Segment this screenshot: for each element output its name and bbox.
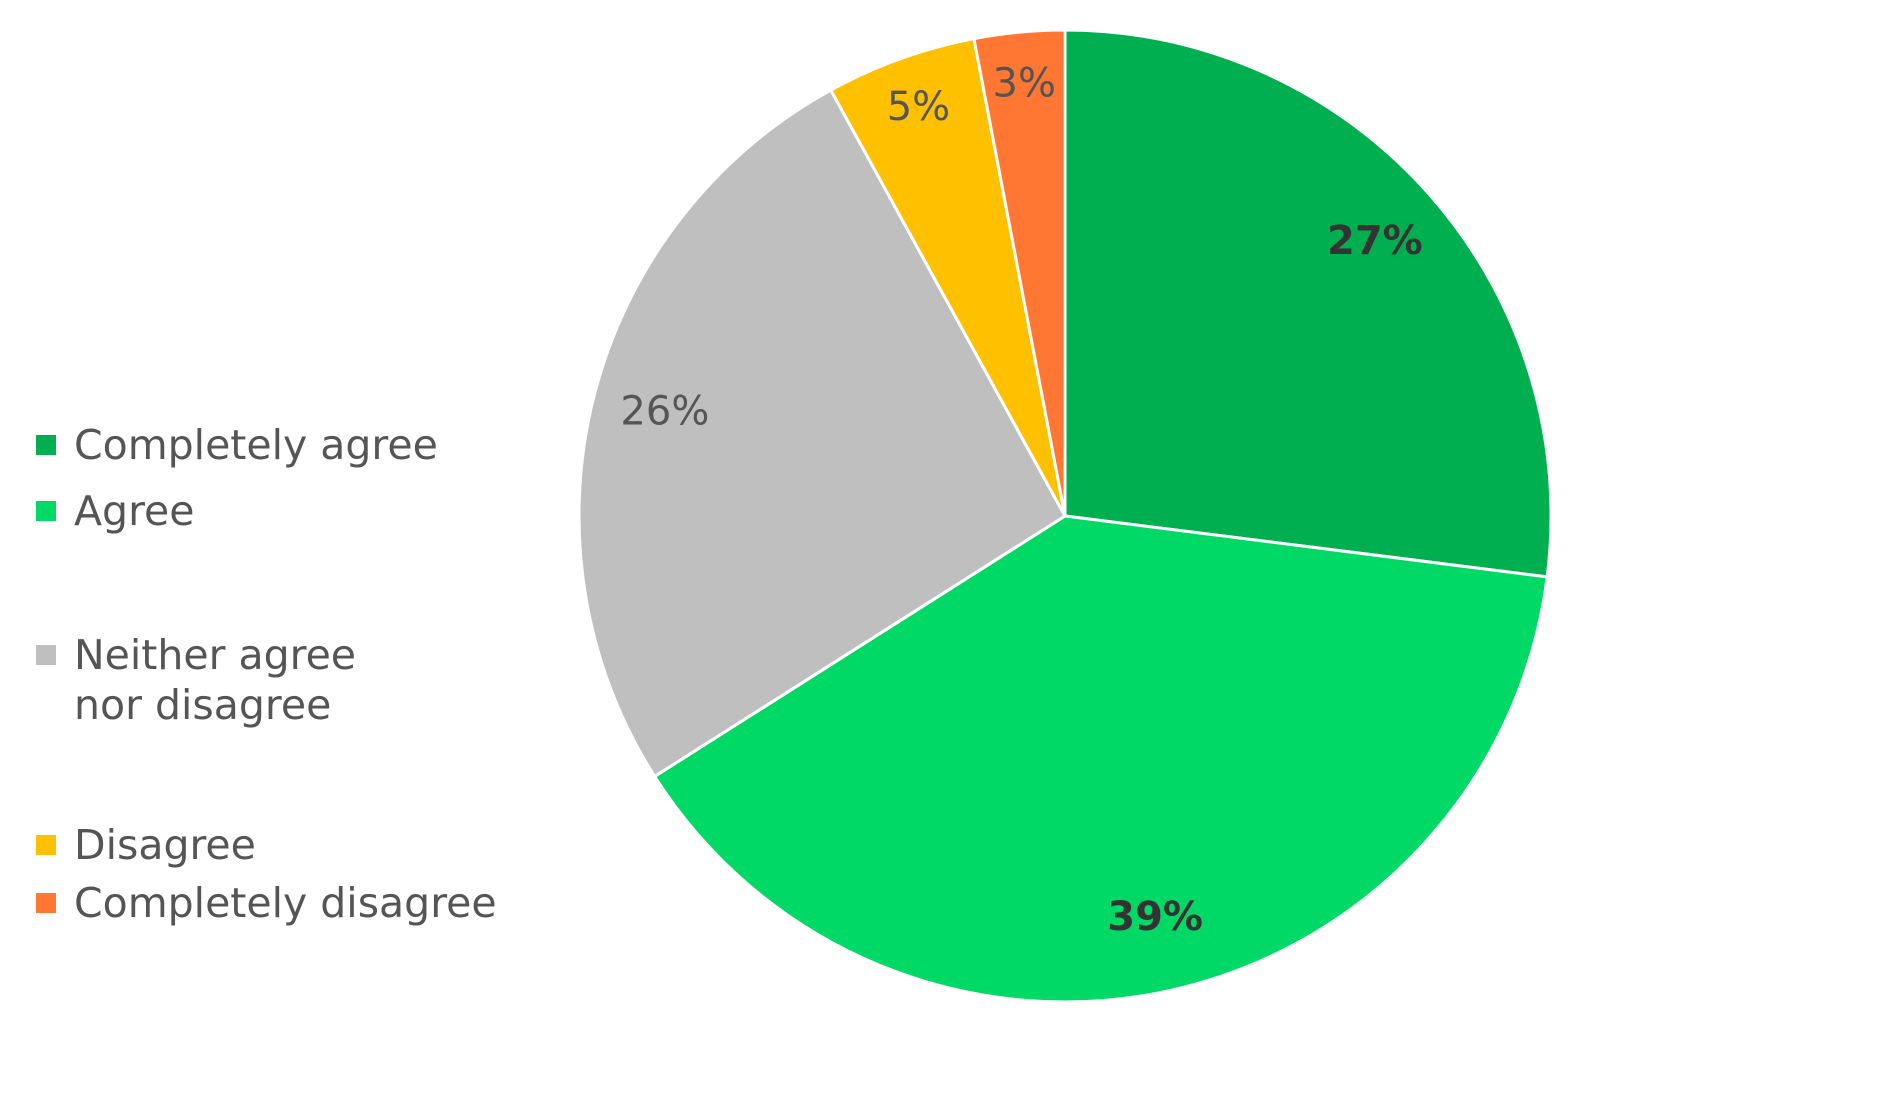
pie-slice xyxy=(652,514,1549,1004)
legend-label: Completely agree xyxy=(74,421,438,469)
pie-slice xyxy=(577,88,1067,779)
pie-slice xyxy=(828,36,1067,517)
legend-swatch xyxy=(36,501,56,521)
data-label: 3% xyxy=(993,60,1056,106)
legend-swatch xyxy=(36,435,56,455)
legend-swatch xyxy=(36,835,56,855)
pie-slice xyxy=(972,28,1067,517)
legend-swatch xyxy=(36,893,56,913)
legend-item: Completely disagree xyxy=(36,878,497,928)
legend-item: Disagree xyxy=(36,820,256,870)
legend-item: Agree xyxy=(36,486,194,536)
data-label: 5% xyxy=(887,84,950,130)
legend-item: Completely agree xyxy=(36,420,438,470)
legend-label: Disagree xyxy=(74,821,256,869)
data-label: 27% xyxy=(1327,218,1423,264)
legend-swatch xyxy=(36,645,56,665)
data-label: 26% xyxy=(620,388,709,434)
data-label: 39% xyxy=(1107,894,1203,940)
legend-label: Agree xyxy=(74,487,195,535)
legend-label: Completely disagree xyxy=(74,879,497,927)
legend-item: Neither agree nor disagree xyxy=(36,630,404,730)
legend-label: Neither agree nor disagree xyxy=(74,631,357,729)
pie-slice xyxy=(1063,28,1553,579)
